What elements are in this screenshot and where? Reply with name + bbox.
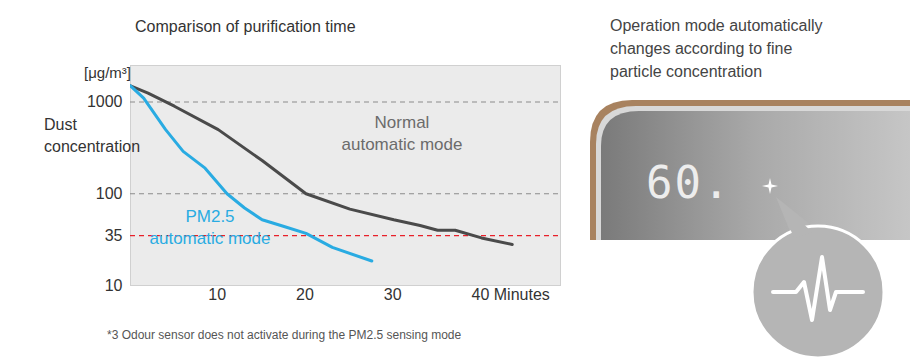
svg-text:30: 30 xyxy=(384,286,402,303)
svg-text:35: 35 xyxy=(105,227,123,244)
svg-text:10: 10 xyxy=(208,286,226,303)
html-text:*3 Odour sensor does not activ: *3 Odour sensor does not activate during… xyxy=(107,328,462,342)
html-text:Normal automatic mode: Normal automatic mode xyxy=(341,113,463,154)
svg-text:60.: 60. xyxy=(646,157,731,208)
svg-text:40 Minutes: 40 Minutes xyxy=(472,286,550,303)
html-text:Dust concentration: Dust concentration xyxy=(44,116,141,155)
html-text:[μg/m³]: [μg/m³] xyxy=(84,64,131,81)
svg-text:10: 10 xyxy=(105,277,123,294)
html-text:PM2.5 automatic mode: PM2.5 automatic mode xyxy=(149,207,271,248)
html-text:Operation mode automatically c: Operation mode automatically changes acc… xyxy=(610,17,823,80)
svg-text:1000: 1000 xyxy=(87,93,123,110)
svg-text:100: 100 xyxy=(96,185,123,202)
html-text:Comparison of purification tim: Comparison of purification time xyxy=(135,18,356,35)
svg-text:20: 20 xyxy=(296,286,314,303)
